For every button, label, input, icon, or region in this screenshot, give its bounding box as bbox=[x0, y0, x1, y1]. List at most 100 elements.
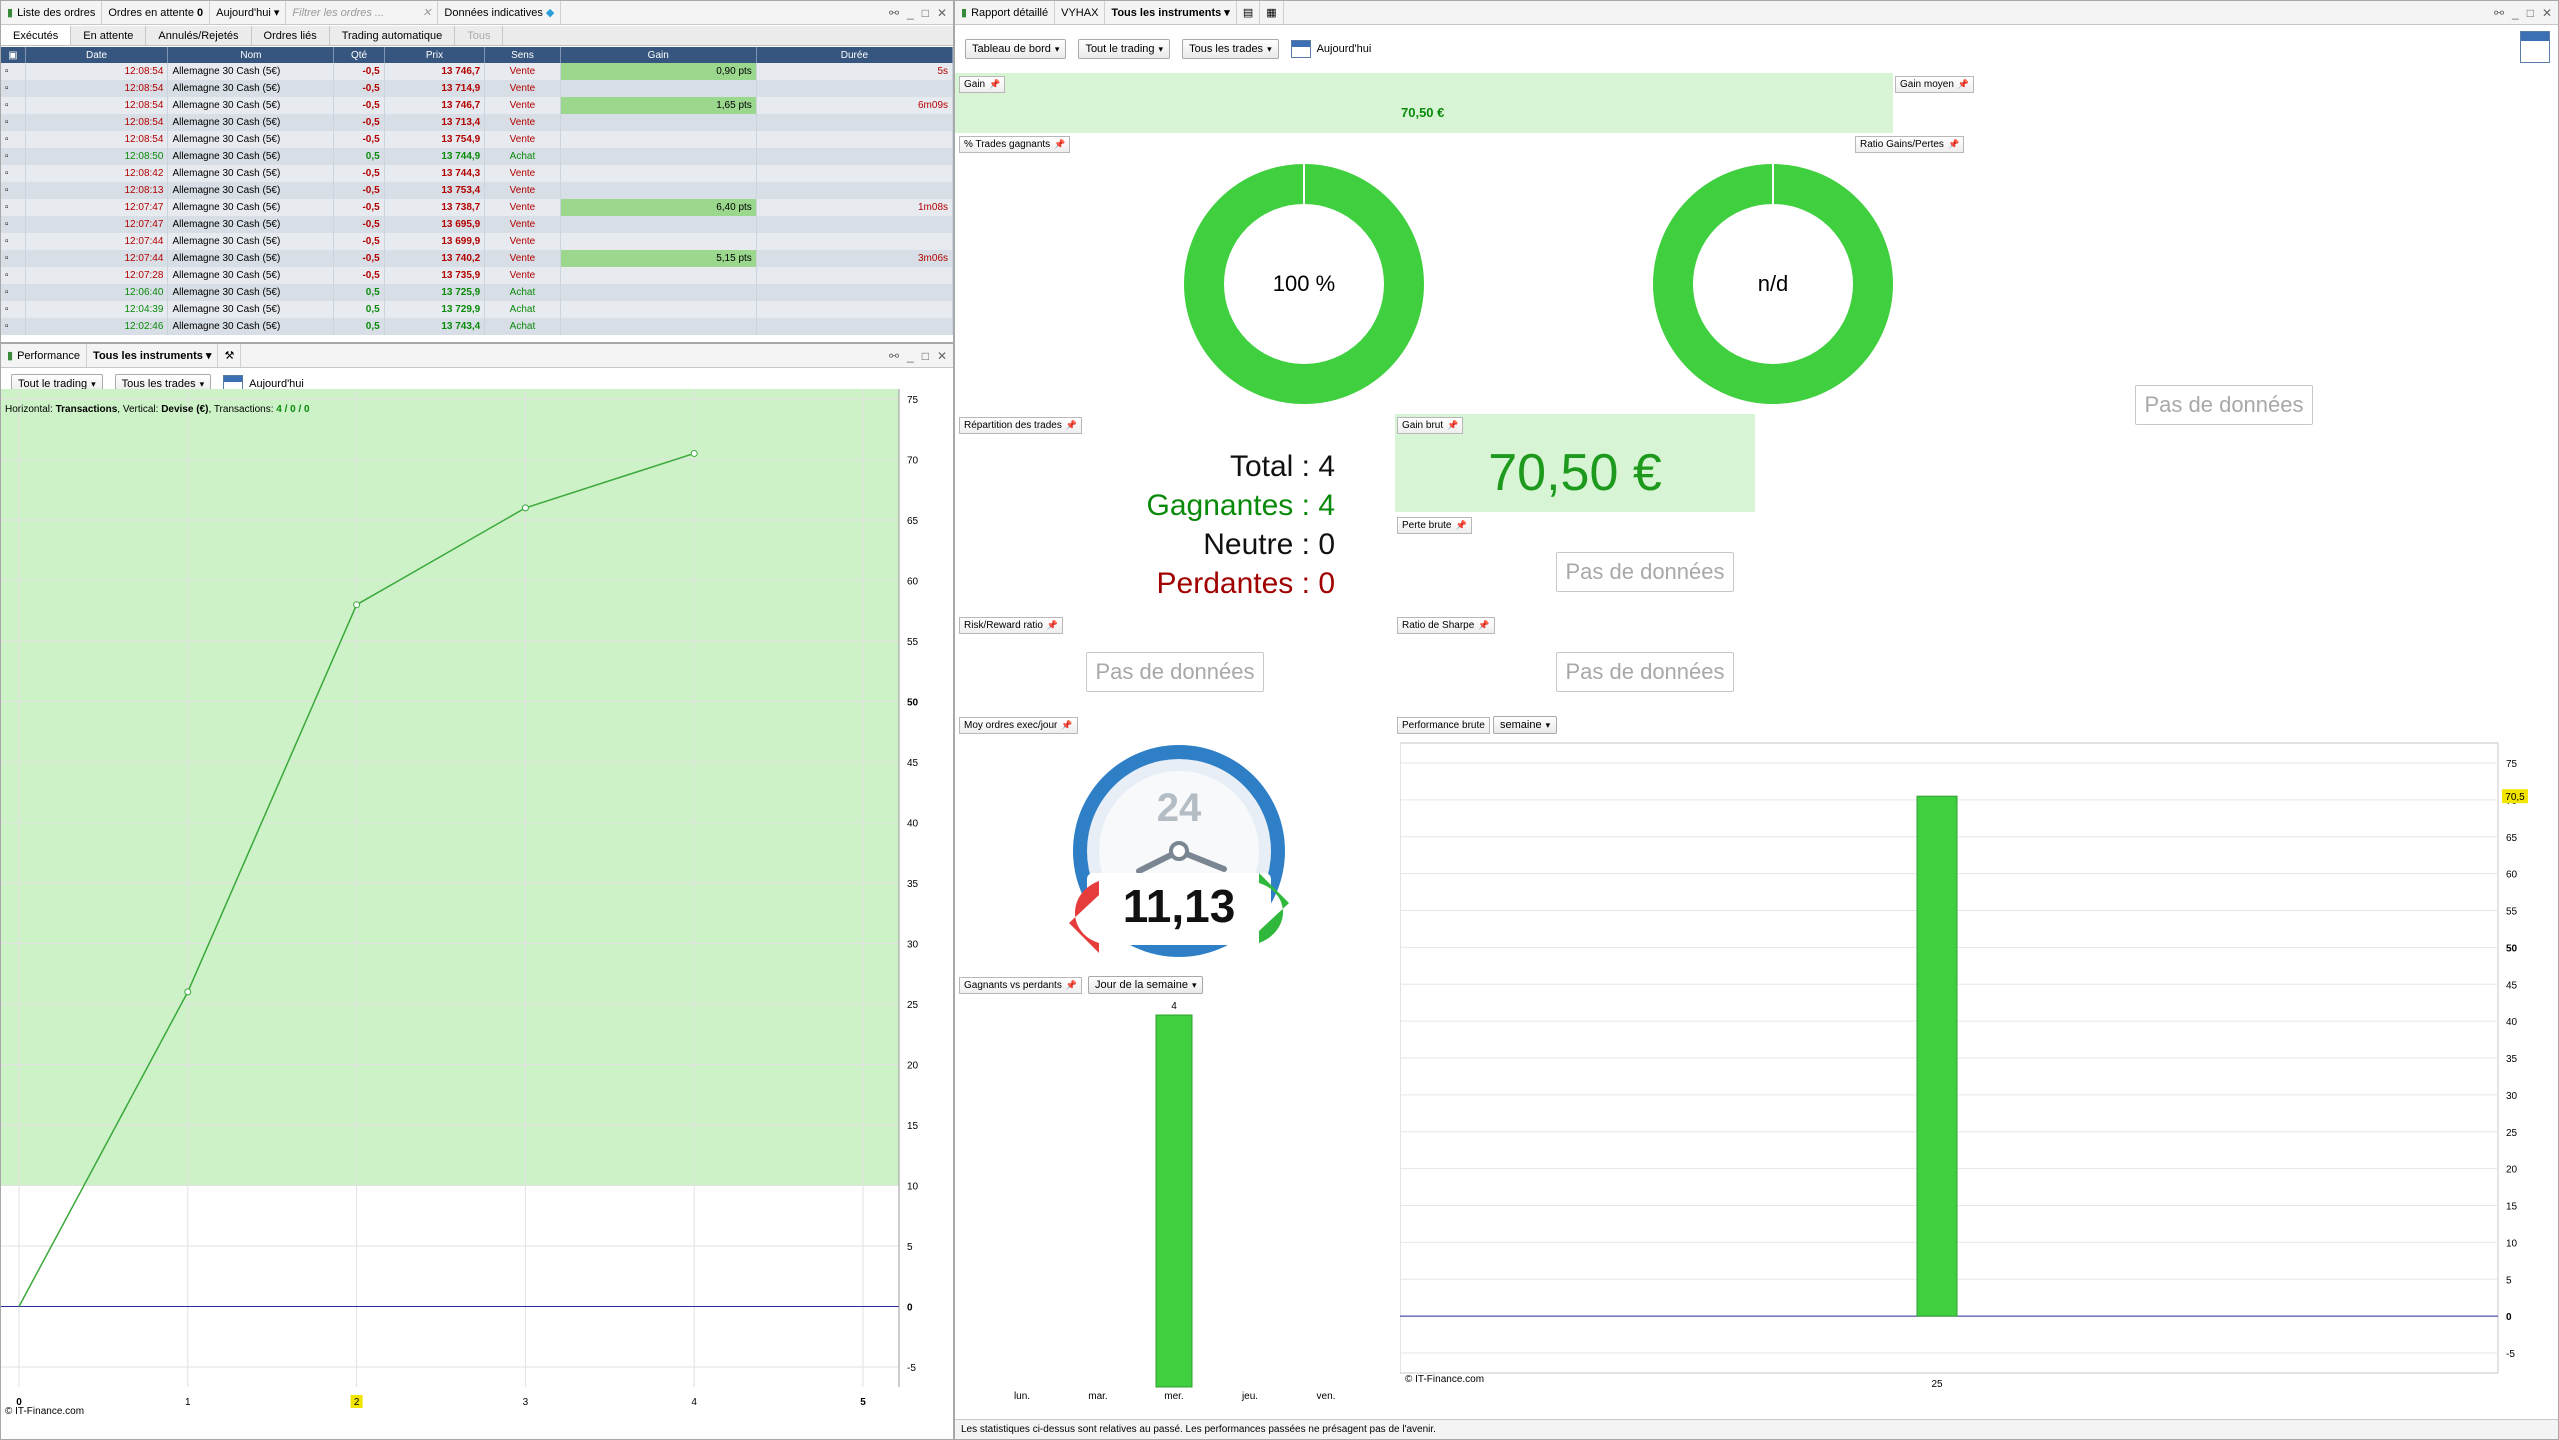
order-row[interactable]: ▫ 12:04:39 Allemagne 30 Cash (5€) 0,5 13 729… bbox=[1, 301, 953, 318]
cell-duree bbox=[756, 267, 953, 284]
tab-0[interactable]: Exécutés bbox=[1, 26, 72, 45]
period-dropdown[interactable]: Aujourd'hui ▾ bbox=[210, 1, 287, 24]
pct-winners-label[interactable]: % Trades gagnants 📌 bbox=[959, 136, 1071, 153]
pin-icon[interactable]: 📌 bbox=[1065, 420, 1078, 430]
maximize-icon[interactable]: □ bbox=[921, 348, 929, 363]
pin-icon[interactable]: 📌 bbox=[1054, 139, 1066, 149]
maximize-icon[interactable]: □ bbox=[921, 5, 929, 20]
order-row[interactable]: ▫ 12:07:28 Allemagne 30 Cash (5€) -0,5 13 73… bbox=[1, 267, 953, 284]
order-row[interactable]: ▫ 12:08:54 Allemagne 30 Cash (5€) -0,5 13 74… bbox=[1, 97, 953, 114]
tab-5[interactable]: Tous bbox=[455, 26, 504, 45]
pin-icon[interactable]: 📌 bbox=[1957, 79, 1970, 89]
link-icon[interactable]: ⚯ bbox=[2493, 5, 2504, 20]
account-selector[interactable]: VYHAX bbox=[1055, 1, 1106, 24]
column-header-4[interactable]: Sens bbox=[484, 47, 561, 63]
data-point[interactable] bbox=[690, 449, 698, 457]
order-row[interactable]: ▫ 12:07:47 Allemagne 30 Cash (5€) -0,5 13 69… bbox=[1, 216, 953, 233]
report-instruments-dropdown[interactable]: Tous les instruments ▾ bbox=[1105, 1, 1237, 24]
data-point[interactable] bbox=[521, 504, 529, 512]
pin-icon[interactable]: 📌 bbox=[1447, 420, 1459, 430]
order-row[interactable]: ▫ 12:08:42 Allemagne 30 Cash (5€) -0,5 13 74… bbox=[1, 165, 953, 182]
close-icon[interactable]: ✕ bbox=[936, 5, 947, 20]
sharpe-label[interactable]: Ratio de Sharpe 📌 bbox=[1397, 617, 1495, 634]
y-tick-label: 60 bbox=[907, 577, 919, 588]
dashboard-config-icon[interactable] bbox=[2520, 31, 2550, 63]
column-header-1[interactable]: Nom bbox=[167, 47, 335, 63]
order-row[interactable]: ▫ 12:08:54 Allemagne 30 Cash (5€) -0,5 13 71… bbox=[1, 114, 953, 131]
perte-brute-label[interactable]: Perte brute 📌 bbox=[1397, 517, 1472, 534]
performance-title-label: Performance bbox=[17, 349, 81, 362]
print-icon[interactable]: ▦ bbox=[1260, 1, 1284, 24]
data-point[interactable] bbox=[353, 601, 361, 609]
perf-brute-label[interactable]: Performance brute bbox=[1397, 717, 1490, 734]
pin-icon[interactable]: 📌 bbox=[1046, 620, 1059, 630]
order-row[interactable]: ▫ 12:02:46 Allemagne 30 Cash (5€) 0,5 13 743… bbox=[1, 318, 953, 335]
y-tick-label: 70 bbox=[907, 456, 919, 467]
order-row[interactable]: ▫ 12:07:44 Allemagne 30 Cash (5€) -0,5 13 74… bbox=[1, 250, 953, 267]
bar-mer.[interactable] bbox=[1155, 1014, 1193, 1388]
tab-2[interactable]: Annulés/Rejetés bbox=[146, 26, 252, 45]
report-trades-dropdown[interactable]: Tous les trades bbox=[1182, 39, 1279, 59]
ratio-label[interactable]: Ratio Gains/Pertes 📌 bbox=[1855, 136, 1965, 153]
order-row[interactable]: ▫ 12:08:54 Allemagne 30 Cash (5€) -0,5 13 75… bbox=[1, 131, 953, 148]
pin-icon[interactable]: 📌 bbox=[1478, 620, 1490, 630]
order-row[interactable]: ▫ 12:06:40 Allemagne 30 Cash (5€) 0,5 13 725… bbox=[1, 284, 953, 301]
perf-instruments-dropdown[interactable]: Tous les instruments ▾ bbox=[87, 344, 219, 367]
column-header-5[interactable]: Gain bbox=[560, 47, 757, 63]
link-icon[interactable]: ⚯ bbox=[888, 348, 899, 363]
minimize-icon[interactable]: _ bbox=[907, 348, 914, 363]
perf-brute-period-dropdown[interactable]: semaine bbox=[1493, 716, 1558, 734]
gvp-label[interactable]: Gagnants vs perdants 📌 bbox=[959, 977, 1083, 994]
column-header-2[interactable]: Qté bbox=[333, 47, 385, 63]
perf-date-picker[interactable]: Aujourd'hui bbox=[223, 375, 304, 393]
order-row[interactable]: ▫ 12:08:13 Allemagne 30 Cash (5€) -0,5 13 75… bbox=[1, 182, 953, 199]
close-icon[interactable]: ✕ bbox=[936, 348, 947, 363]
order-row[interactable]: ▫ 12:08:54 Allemagne 30 Cash (5€) -0,5 13 71… bbox=[1, 80, 953, 97]
pending-orders[interactable]: Ordres en attente 0 bbox=[102, 1, 211, 24]
report-date-picker[interactable]: Aujourd'hui bbox=[1290, 40, 1371, 58]
gvp-period-dropdown[interactable]: Jour de la semaine bbox=[1088, 976, 1204, 994]
pin-icon[interactable]: 📌 bbox=[1061, 720, 1073, 730]
perf-settings-icon[interactable]: ⚒ bbox=[218, 344, 242, 367]
board-dropdown[interactable]: Tableau de bord bbox=[965, 39, 1067, 59]
gain-brut-label[interactable]: Gain brut 📌 bbox=[1397, 417, 1464, 434]
performance-title[interactable]: ▮ Performance bbox=[1, 344, 88, 367]
orders-title[interactable]: ▮ Liste des ordres bbox=[1, 1, 103, 24]
moy-ordres-label[interactable]: Moy ordres exec/jour 📌 bbox=[959, 717, 1078, 734]
report-title[interactable]: ▮ Rapport détaillé bbox=[955, 1, 1056, 24]
pin-icon[interactable]: 📌 bbox=[1455, 520, 1467, 530]
column-header-0[interactable]: Date bbox=[25, 47, 169, 63]
bar-week-25[interactable] bbox=[1916, 795, 1958, 1317]
report-trading-dropdown[interactable]: Tout le trading bbox=[1078, 39, 1171, 59]
order-row[interactable]: ▫ 12:08:54 Allemagne 30 Cash (5€) -0,5 13 74… bbox=[1, 63, 953, 80]
minimize-icon[interactable]: _ bbox=[2512, 5, 2519, 20]
tab-4[interactable]: Trading automatique bbox=[330, 26, 456, 45]
column-header-icons[interactable]: ▣ bbox=[1, 47, 26, 63]
export-icon[interactable]: ▤ bbox=[1237, 1, 1261, 24]
winners-vs-losers-chart[interactable]: lun. mar. 4 mer. jeu. ven. bbox=[955, 997, 1355, 1417]
gain-moyen-label[interactable]: Gain moyen 📌 bbox=[1895, 76, 1975, 93]
minimize-icon[interactable]: _ bbox=[907, 5, 914, 20]
data-point[interactable] bbox=[184, 988, 192, 996]
order-row[interactable]: ▫ 12:07:47 Allemagne 30 Cash (5€) -0,5 13 73… bbox=[1, 199, 953, 216]
gross-performance-chart[interactable]: -50510152025303540455055606570752570,5 bbox=[1400, 739, 2559, 1399]
clear-filter-icon[interactable]: ✕ bbox=[422, 7, 432, 19]
tab-1[interactable]: En attente bbox=[71, 26, 147, 45]
column-header-3[interactable]: Prix bbox=[384, 47, 486, 63]
order-row[interactable]: ▫ 12:07:44 Allemagne 30 Cash (5€) -0,5 13 69… bbox=[1, 233, 953, 250]
y-tick-label: 55 bbox=[2506, 907, 2518, 918]
repartition-label[interactable]: Répartition des trades 📌 bbox=[959, 417, 1083, 434]
link-icon[interactable]: ⚯ bbox=[888, 5, 899, 20]
order-row[interactable]: ▫ 12:08:50 Allemagne 30 Cash (5€) 0,5 13 744… bbox=[1, 148, 953, 165]
gain-label[interactable]: Gain 📌 bbox=[959, 76, 1006, 93]
filter-orders-input[interactable]: Filtrer les ordres ... ✕ bbox=[286, 1, 439, 24]
tab-3[interactable]: Ordres liés bbox=[252, 26, 330, 45]
column-header-6[interactable]: Durée bbox=[756, 47, 953, 63]
pin-icon[interactable]: 📌 bbox=[1065, 980, 1078, 990]
pin-icon[interactable]: 📌 bbox=[1947, 139, 1960, 149]
pin-icon[interactable]: 📌 bbox=[989, 79, 1001, 89]
close-icon[interactable]: ✕ bbox=[2541, 5, 2552, 20]
maximize-icon[interactable]: □ bbox=[2526, 5, 2534, 20]
risk-reward-label[interactable]: Risk/Reward ratio 📌 bbox=[959, 617, 1064, 634]
